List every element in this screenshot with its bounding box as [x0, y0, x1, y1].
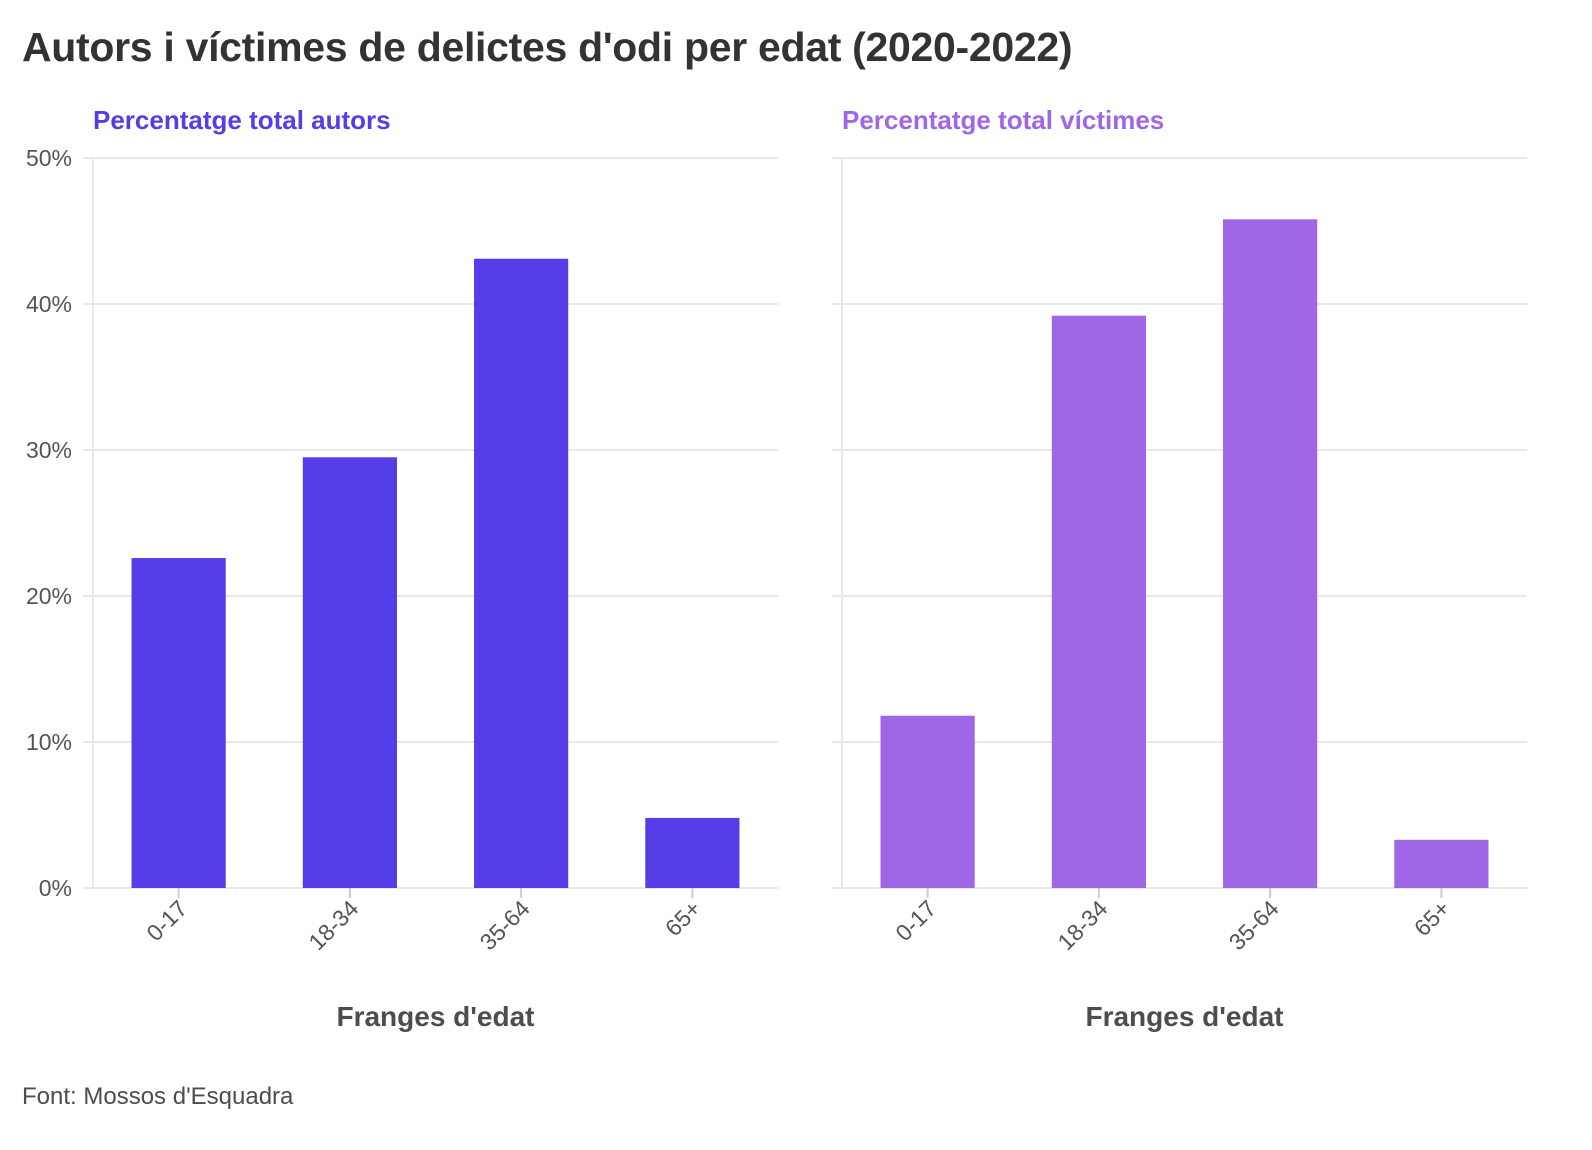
y-tick-label: 30% [26, 437, 72, 463]
y-tick-label: 20% [26, 583, 72, 609]
victimes-x-tick-label: 18-34 [1052, 895, 1112, 955]
chart-title: Autors i víctimes de delictes d'odi per … [22, 24, 1073, 70]
y-tick-label: 10% [26, 729, 72, 755]
autors-panel-title: Percentatge total autors [93, 105, 391, 135]
autors-x-axis-label: Franges d'edat [336, 1001, 534, 1032]
autors-bar-65+ [645, 817, 740, 888]
victimes-bar-35-64 [1223, 219, 1318, 888]
autors-x-tick-label: 0-17 [141, 895, 192, 946]
autors-x-tick-label: 65+ [660, 895, 706, 941]
source-note: Font: Mossos d'Esquadra [22, 1083, 294, 1110]
autors-x-tick-label: 18-34 [303, 895, 363, 955]
y-tick-label: 50% [26, 145, 72, 171]
victimes-x-tick-label: 0-17 [890, 895, 941, 946]
y-tick-label: 0% [39, 875, 72, 901]
victimes-bar-18-34 [1051, 315, 1146, 888]
victimes-x-tick-label: 35-64 [1224, 895, 1284, 955]
y-tick-label: 40% [26, 291, 72, 317]
autors-bar-0-17 [131, 558, 226, 888]
victimes-panel-title: Percentatge total víctimes [842, 105, 1164, 135]
victimes-bar-65+ [1394, 839, 1489, 888]
autors-bar-18-34 [302, 457, 397, 888]
victimes-x-axis-label: Franges d'edat [1085, 1001, 1283, 1032]
victimes-x-tick-label: 65+ [1409, 895, 1455, 941]
victimes-bar-0-17 [880, 715, 975, 888]
autors-x-tick-label: 35-64 [475, 895, 535, 955]
autors-bar-35-64 [474, 258, 569, 888]
